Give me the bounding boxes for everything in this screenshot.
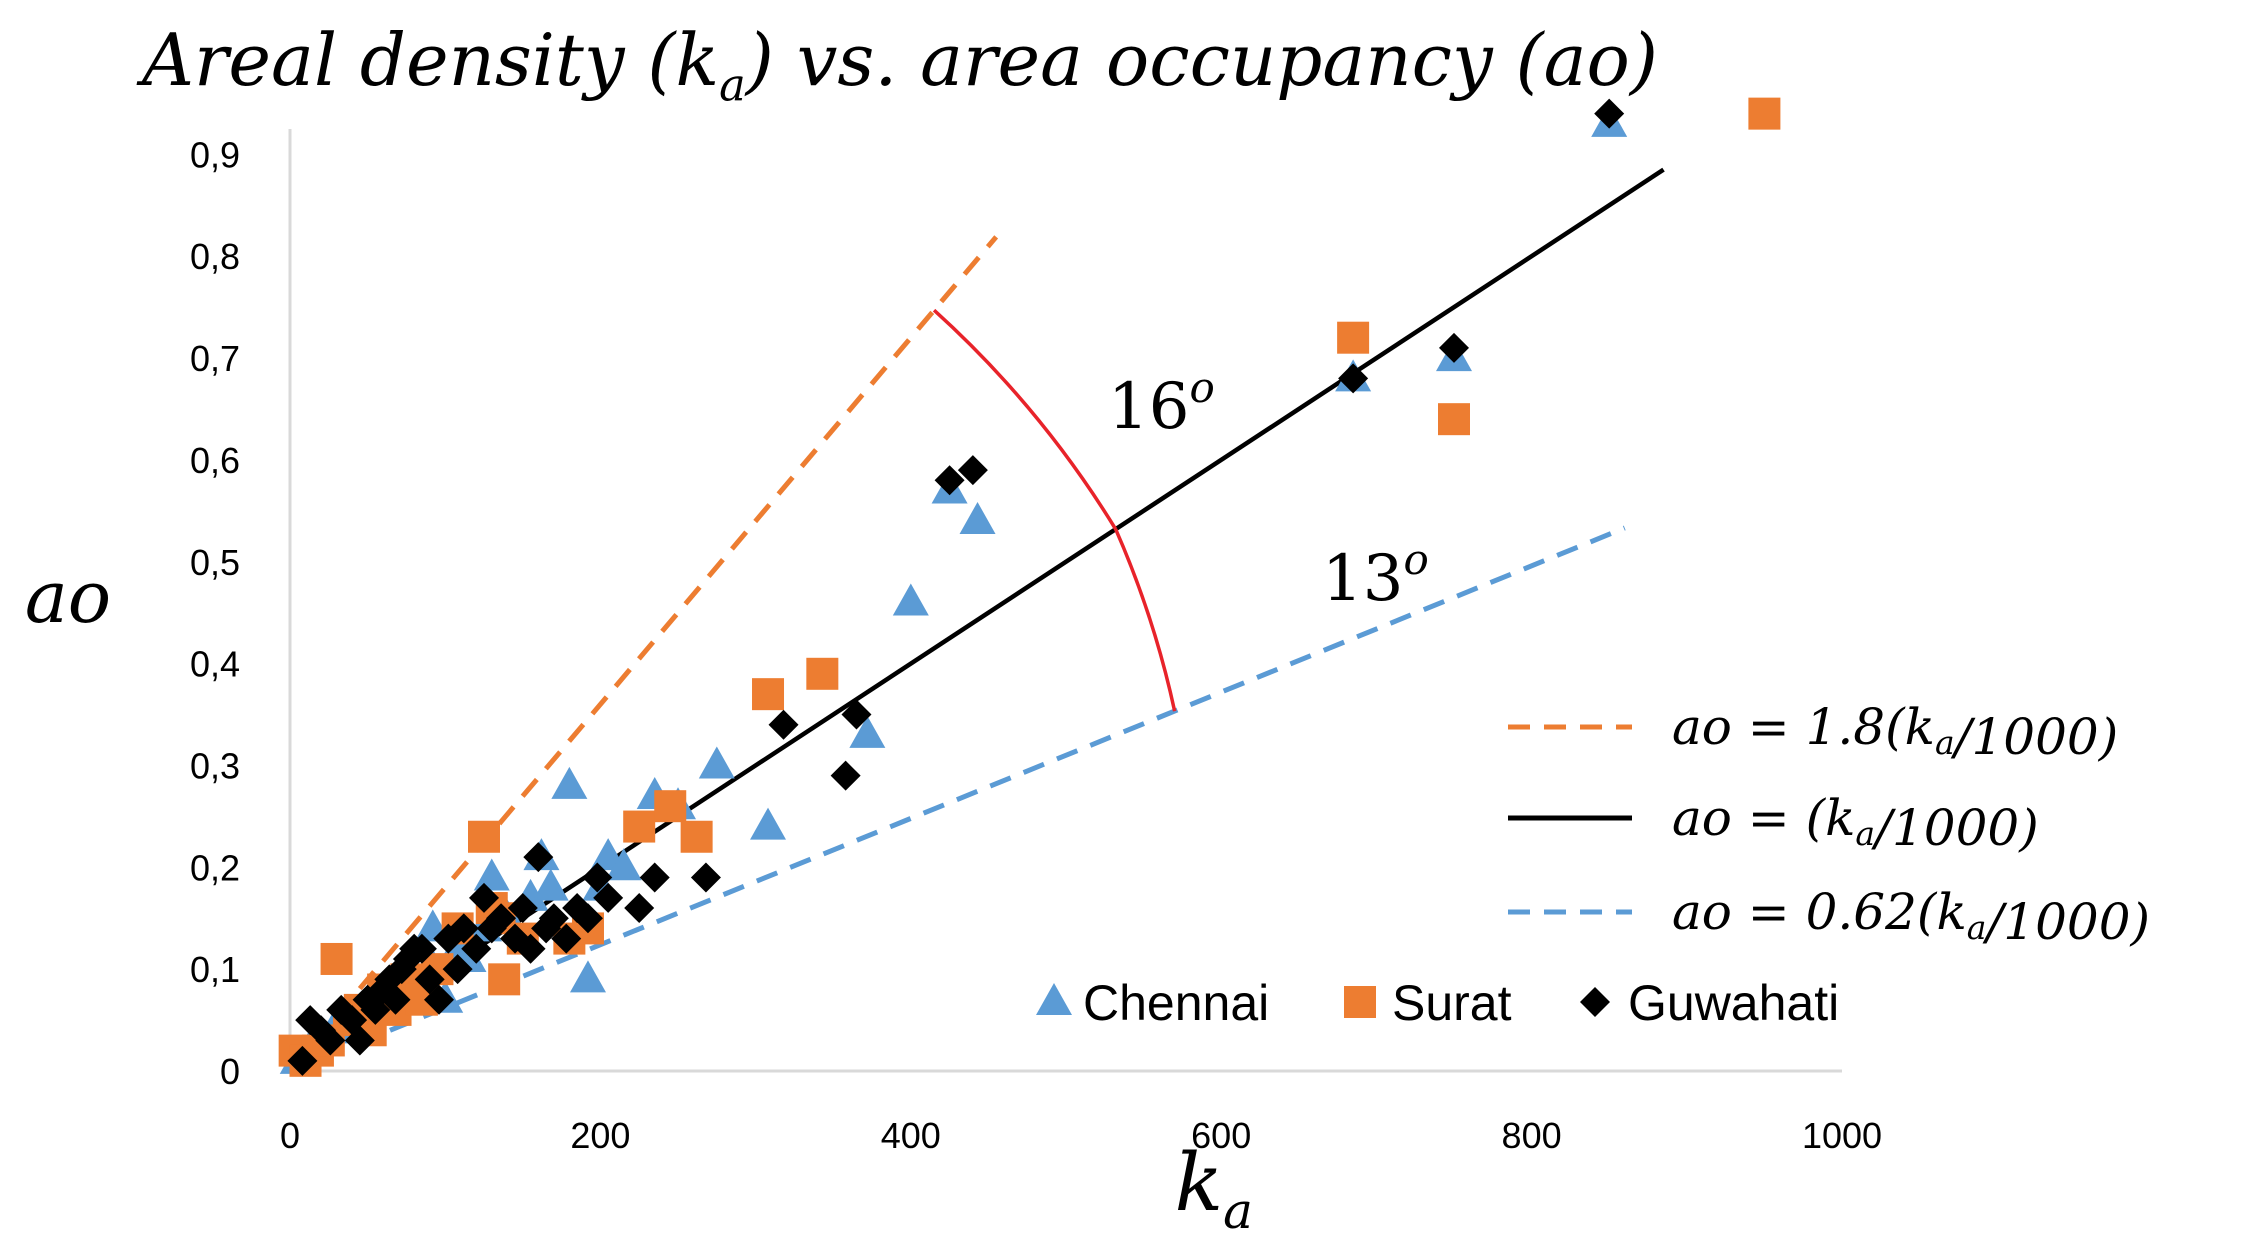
y-tick-label: 0,6 [190, 440, 240, 481]
series-guwahati [287, 98, 1625, 1076]
point-guwahati [315, 1025, 346, 1056]
legend-marker-surat [1344, 986, 1376, 1018]
point-guwahati [523, 842, 554, 873]
point-chennai [605, 848, 642, 881]
angle-arc-16 [932, 308, 1118, 531]
y-tick-label: 0,4 [190, 644, 240, 685]
y-tick-label: 0,7 [190, 338, 240, 379]
y-tick-label: 0 [220, 1051, 240, 1092]
point-surat [1748, 97, 1781, 130]
point-chennai [569, 960, 606, 993]
point-guwahati [1439, 332, 1469, 363]
legend-line-label: ao = 0.62(ka/1000) [1672, 883, 2150, 951]
point-chennai [551, 766, 588, 799]
angle-arc-13 [1114, 528, 1177, 712]
point-guwahati [287, 1045, 318, 1076]
chart-title: Areal density (ka) vs. area occupancy (a… [0, 18, 1800, 111]
point-guwahati [380, 984, 411, 1015]
point-chennai [698, 746, 735, 779]
legend-line-label: ao = 1.8(ka/1000) [1672, 698, 2118, 766]
point-guwahati [486, 903, 517, 934]
y-axis-title: ao [25, 555, 111, 639]
point-guwahati [538, 903, 569, 934]
legend-series-label: Chennai [1083, 975, 1269, 1031]
x-tick-label: 200 [570, 1115, 630, 1156]
y-tick-label: 0,1 [190, 949, 240, 990]
point-guwahati [624, 893, 655, 924]
point-guwahati [551, 923, 582, 954]
point-chennai [892, 583, 929, 616]
point-surat [488, 963, 521, 996]
point-guwahati [507, 893, 538, 924]
legend-series-label: Surat [1392, 975, 1512, 1031]
point-guwahati [344, 1025, 375, 1056]
y-tick-label: 0,2 [190, 847, 240, 888]
x-tick-label: 400 [881, 1115, 941, 1156]
point-guwahati [1594, 98, 1625, 129]
point-surat [468, 820, 500, 853]
point-surat [320, 942, 353, 975]
point-guwahati [572, 903, 603, 934]
title-text-1: Areal density ( [142, 18, 676, 102]
angle-label-13: 13o [1322, 535, 1429, 616]
point-chennai [750, 807, 787, 840]
point-guwahati [461, 933, 492, 964]
x-axis-title: ka [1175, 1136, 1253, 1240]
point-chennai [532, 868, 569, 901]
point-guwahati [957, 455, 988, 486]
point-guwahati [690, 862, 721, 893]
point-guwahati [515, 933, 546, 964]
point-surat [623, 810, 656, 843]
x-tick-label: 1000 [1802, 1115, 1882, 1156]
point-guwahati [1338, 363, 1369, 394]
title-text-2: ) vs. area occupancy (ao) [745, 18, 1658, 102]
point-guwahati [841, 699, 872, 730]
y-tick-label: 0,5 [190, 542, 240, 583]
point-guwahati [423, 984, 454, 1015]
angle-label-16: 16o [1108, 363, 1215, 444]
point-guwahati [768, 709, 799, 740]
point-guwahati [442, 954, 473, 985]
point-guwahati [593, 882, 624, 913]
point-guwahati [830, 760, 861, 791]
data-points [278, 97, 1781, 1077]
legend-series-label: Guwahati [1628, 975, 1839, 1031]
axes: 0 200 400 600 800 1000 0 0,1 0,2 0,3 0,4 0,5 0,6 0,7 0… [25, 129, 1882, 1240]
point-surat [1438, 403, 1470, 436]
point-surat [1337, 321, 1370, 354]
point-surat [752, 678, 785, 711]
point-surat [680, 820, 713, 853]
title-ka: ka [675, 18, 746, 112]
y-tick-label: 0,3 [190, 745, 240, 786]
point-chennai [959, 502, 996, 535]
point-guwahati [934, 465, 965, 496]
reference-line-3 [289, 525, 1626, 1074]
point-surat [806, 657, 839, 690]
point-guwahati [326, 994, 357, 1025]
legend-marker-guwahati [1580, 987, 1610, 1017]
point-guwahati [582, 862, 613, 893]
point-guwahati [448, 913, 479, 944]
point-chennai [849, 715, 886, 748]
x-tick-label: 0 [280, 1115, 300, 1156]
legend: ao = 1.8(ka/1000) ao = (ka/1000) ao = 0.62… [1036, 698, 2150, 1031]
reference-line-1 [288, 235, 999, 1073]
legend-marker-chennai [1036, 983, 1072, 1015]
point-chennai [473, 858, 510, 891]
point-surat [654, 790, 687, 823]
point-guwahati [406, 933, 437, 964]
x-tick-label: 800 [1502, 1115, 1562, 1156]
angle-annotations: 16o 13o [932, 308, 1429, 712]
point-guwahati [469, 882, 499, 913]
legend-line-label: ao = (ka/1000) [1672, 789, 2039, 857]
x-tick-label: 600 [1191, 1115, 1251, 1156]
y-tick-label: 0,9 [190, 134, 240, 175]
y-tick-label: 0,8 [190, 236, 240, 277]
point-guwahati [639, 862, 670, 893]
